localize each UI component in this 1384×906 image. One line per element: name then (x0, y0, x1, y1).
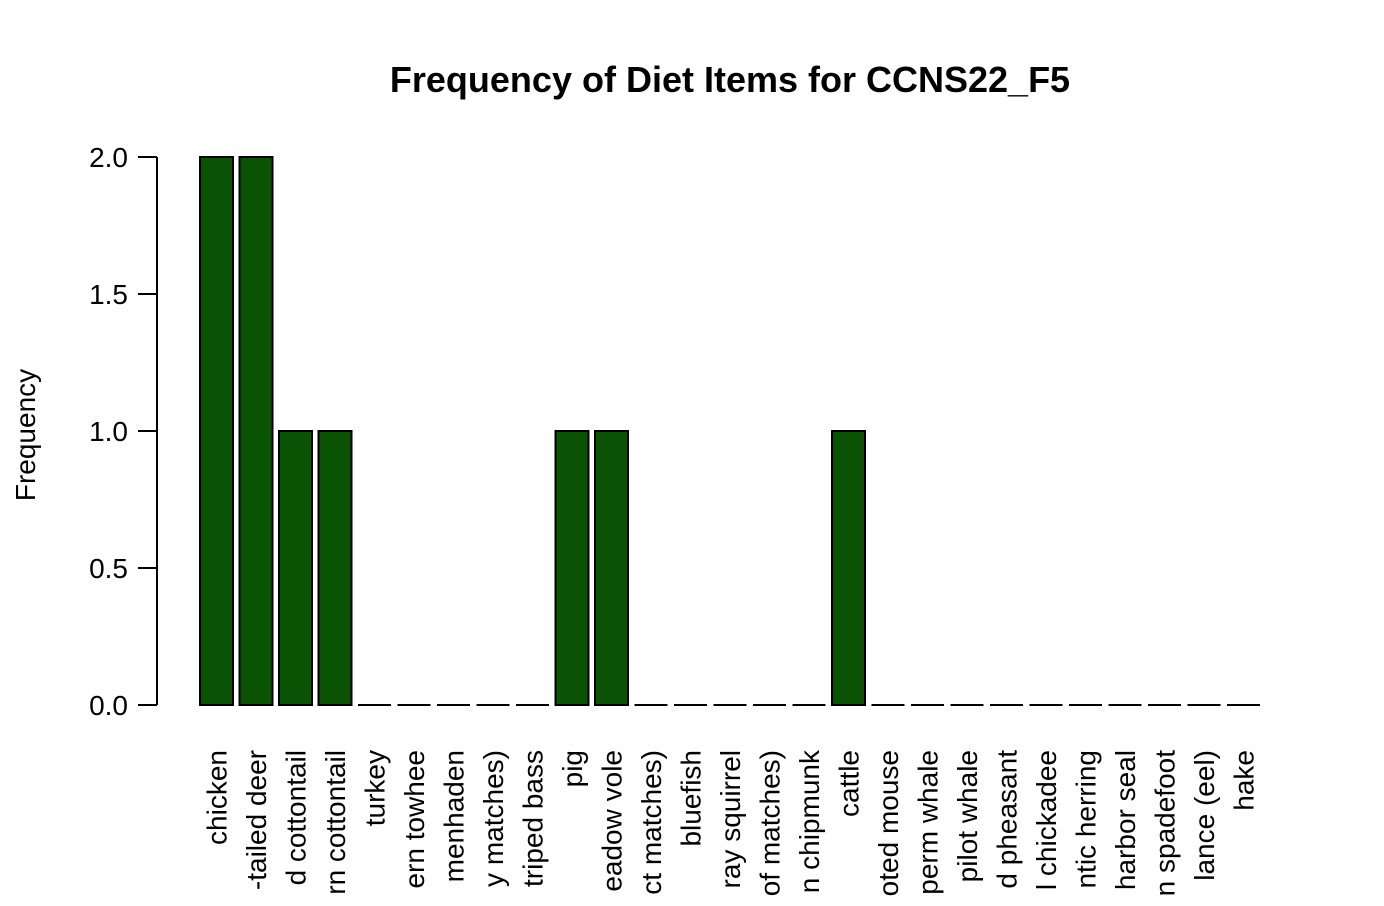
x-category-label: ct matches) (636, 750, 667, 895)
bar (238, 156, 274, 706)
x-axis-category-labels: chicken -tailed deer d cottontail rn cotton… (202, 749, 1260, 896)
x-category-label: pig (557, 750, 588, 787)
y-tick-label: 0.5 (89, 553, 128, 584)
bar (317, 430, 353, 706)
x-category-label: menhaden (439, 750, 470, 882)
x-category-label: oted mouse (873, 750, 904, 896)
y-tick-label: 2.0 (89, 142, 128, 173)
x-category-label: ntic herring (1071, 750, 1102, 889)
x-category-label: perm whale (913, 750, 944, 895)
chart-title: Frequency of Diet Items for CCNS22_F5 (390, 59, 1070, 100)
x-category-label: y matches) (478, 750, 509, 887)
x-category-label: l chickadee (1031, 750, 1062, 890)
x-category-label: pilot whale (952, 750, 983, 882)
bar (278, 430, 313, 706)
bar (199, 156, 234, 706)
x-category-label: d cottontail (281, 750, 312, 885)
x-category-label: harbor seal (1110, 750, 1141, 890)
x-category-label: cattle (834, 750, 865, 817)
x-category-label: lance (eel) (1189, 750, 1220, 881)
x-category-label: triped bass (518, 750, 549, 887)
x-category-label: d pheasant (992, 750, 1023, 889)
x-category-label: ern towhee (399, 750, 430, 889)
x-category-label: eadow vole (597, 750, 628, 892)
x-category-label: of matches) (755, 750, 786, 896)
x-category-label: rn cottontail (320, 750, 351, 895)
y-axis: 0.0 0.5 1.0 1.5 2.0 (89, 142, 158, 721)
x-category-label: hake (1229, 750, 1260, 811)
y-tick-label: 1.5 (89, 279, 128, 310)
x-category-label: bluefish (676, 750, 707, 847)
bar (831, 430, 866, 706)
bar (594, 430, 629, 706)
y-tick-label: 1.0 (89, 416, 128, 447)
x-category-label: ray squirrel (715, 750, 746, 888)
x-category-label: chicken (202, 750, 233, 845)
x-category-label: -tailed deer (241, 750, 272, 890)
y-tick-label: 0.0 (89, 690, 128, 721)
bar (554, 430, 590, 706)
x-category-label: n spadefoot (1150, 750, 1181, 897)
x-category-label: n chipmunk (794, 749, 825, 893)
bars-group (199, 156, 1260, 706)
y-axis-label: Frequency (10, 369, 41, 501)
x-category-label: turkey (360, 750, 391, 826)
